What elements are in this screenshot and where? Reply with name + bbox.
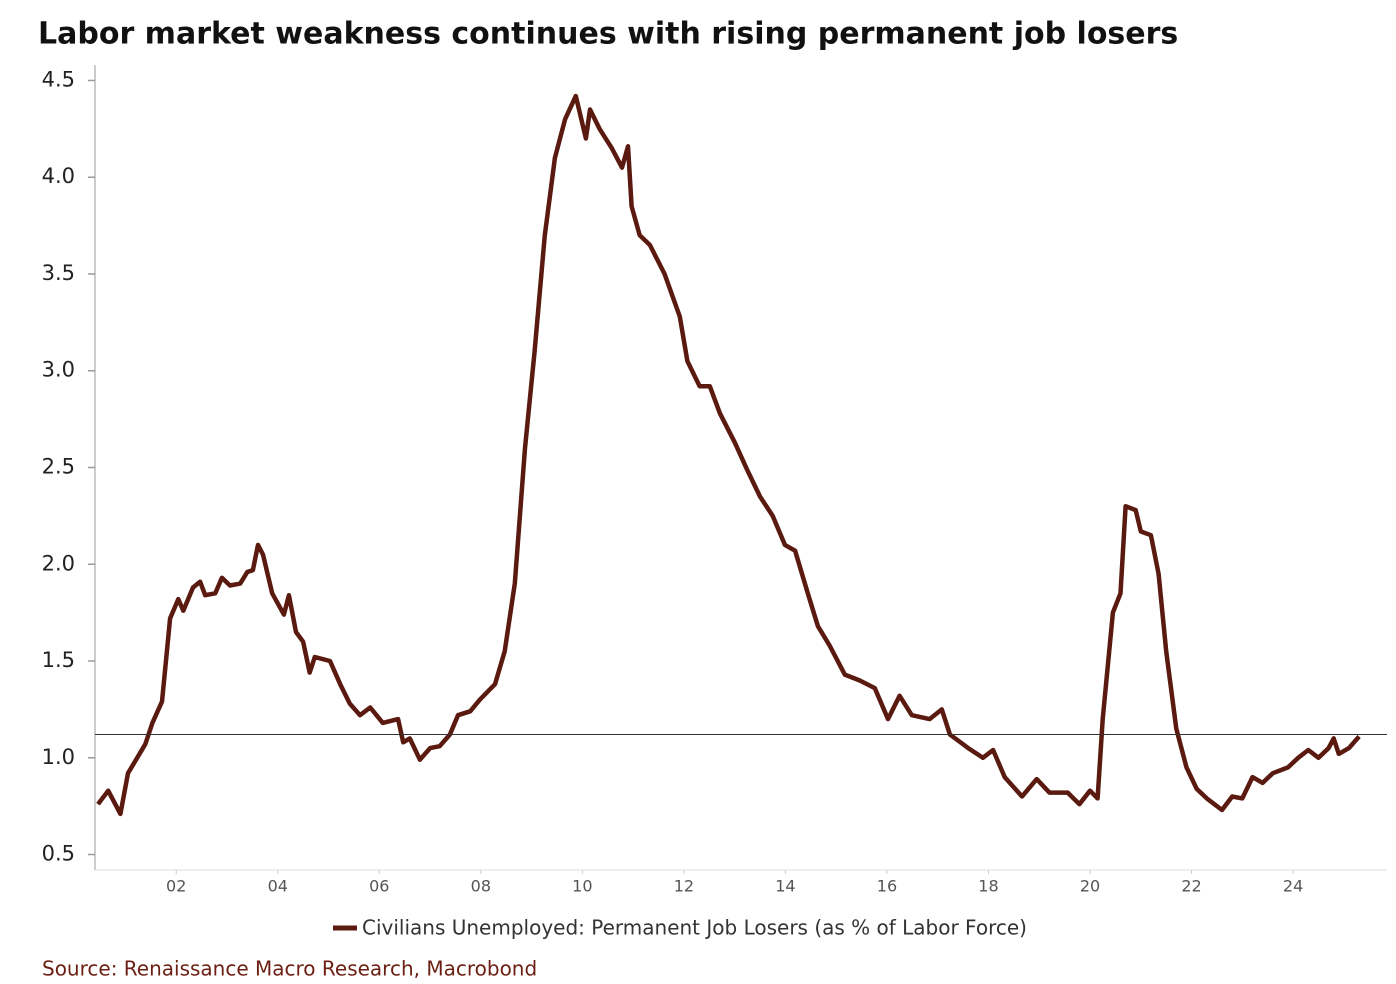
x-tick-label: 02	[166, 877, 186, 896]
y-tick-label: 1.0	[42, 745, 75, 769]
x-tick-label: 20	[1080, 877, 1100, 896]
source: Source: Renaissance Macro Research, Macr…	[42, 957, 537, 981]
y-tick-label: 4.5	[42, 67, 75, 91]
x-tick-label: 06	[369, 877, 389, 896]
y-tick-label: 1.5	[42, 648, 75, 672]
data-line	[96, 93, 1361, 817]
x-tick-label: 14	[775, 877, 795, 896]
y-tick-label: 4.0	[42, 164, 75, 188]
legend-label: Civilians Unemployed: Permanent Job Lose…	[362, 916, 1027, 940]
y-tick-label: 3.5	[42, 261, 75, 285]
x-tick-label: 22	[1181, 877, 1201, 896]
x-tick-label: 24	[1283, 877, 1303, 896]
x-tick-label: 08	[471, 877, 491, 896]
y-tick-label: 2.5	[42, 455, 75, 479]
y-tick-label: 0.5	[42, 842, 75, 866]
x-tick-label: 04	[268, 877, 288, 896]
x-tick-label: 18	[978, 877, 998, 896]
y-tick-label: 2.0	[42, 551, 75, 575]
x-tick-label: 10	[572, 877, 592, 896]
chart-title: Labor market weakness continues with ris…	[38, 17, 1178, 52]
y-tick-label: 3.0	[42, 358, 75, 382]
x-tick-label: 12	[674, 877, 694, 896]
x-tick-label: 16	[877, 877, 897, 896]
